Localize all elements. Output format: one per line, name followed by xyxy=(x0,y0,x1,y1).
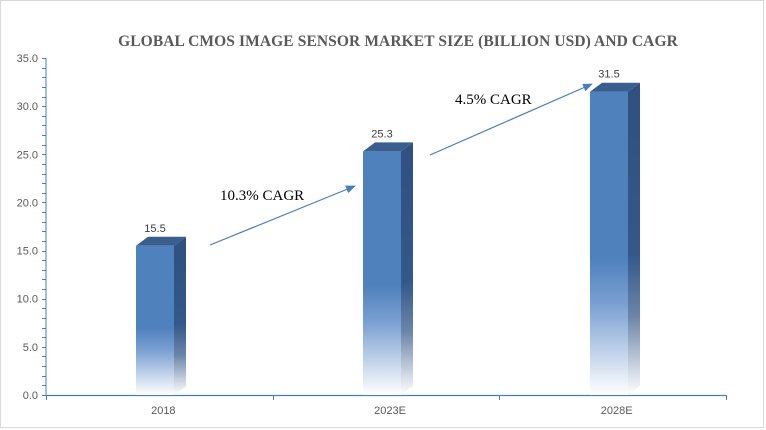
x-tick-label: 2023E xyxy=(374,405,406,417)
y-tick-label: 0.0 xyxy=(23,390,38,402)
cagr-label: 10.3% CAGR xyxy=(220,188,304,204)
cagr-label: 4.5% CAGR xyxy=(455,92,532,108)
y-tick-label: 10.0 xyxy=(17,294,38,306)
y-tick-label: 20.0 xyxy=(17,197,38,209)
bars: 15.5 25.3 31.5 xyxy=(136,69,640,395)
data-label: 25.3 xyxy=(371,128,392,140)
bar-2023E: 25.3 xyxy=(363,128,413,395)
data-label: 31.5 xyxy=(598,69,619,81)
y-tick-label: 25.0 xyxy=(17,149,38,161)
y-tick-label: 5.0 xyxy=(23,342,38,354)
x-tick-label: 2018 xyxy=(151,405,175,417)
bar-2018: 15.5 xyxy=(136,223,186,395)
bar-2028E: 31.5 xyxy=(590,69,640,395)
x-axis: 2018 2023E 2028E xyxy=(46,394,727,417)
data-label: 15.5 xyxy=(144,223,165,235)
y-tick-label: 30.0 xyxy=(17,101,38,113)
chart-title: GLOBAL CMOS IMAGE SENSOR MARKET SIZE (BI… xyxy=(118,33,678,50)
y-tick-label: 35.0 xyxy=(17,53,38,65)
y-axis: 0.0 5.0 10.0 15.0 20.0 25.0 30.0 35.0 xyxy=(17,53,47,402)
cagr-arrow xyxy=(429,83,593,156)
cagr-arrow xyxy=(209,185,356,246)
y-tick-label: 15.0 xyxy=(17,246,38,258)
cagr-annotations: 10.3% CAGR 4.5% CAGR xyxy=(209,83,593,246)
x-tick-label: 2028E xyxy=(601,405,633,417)
